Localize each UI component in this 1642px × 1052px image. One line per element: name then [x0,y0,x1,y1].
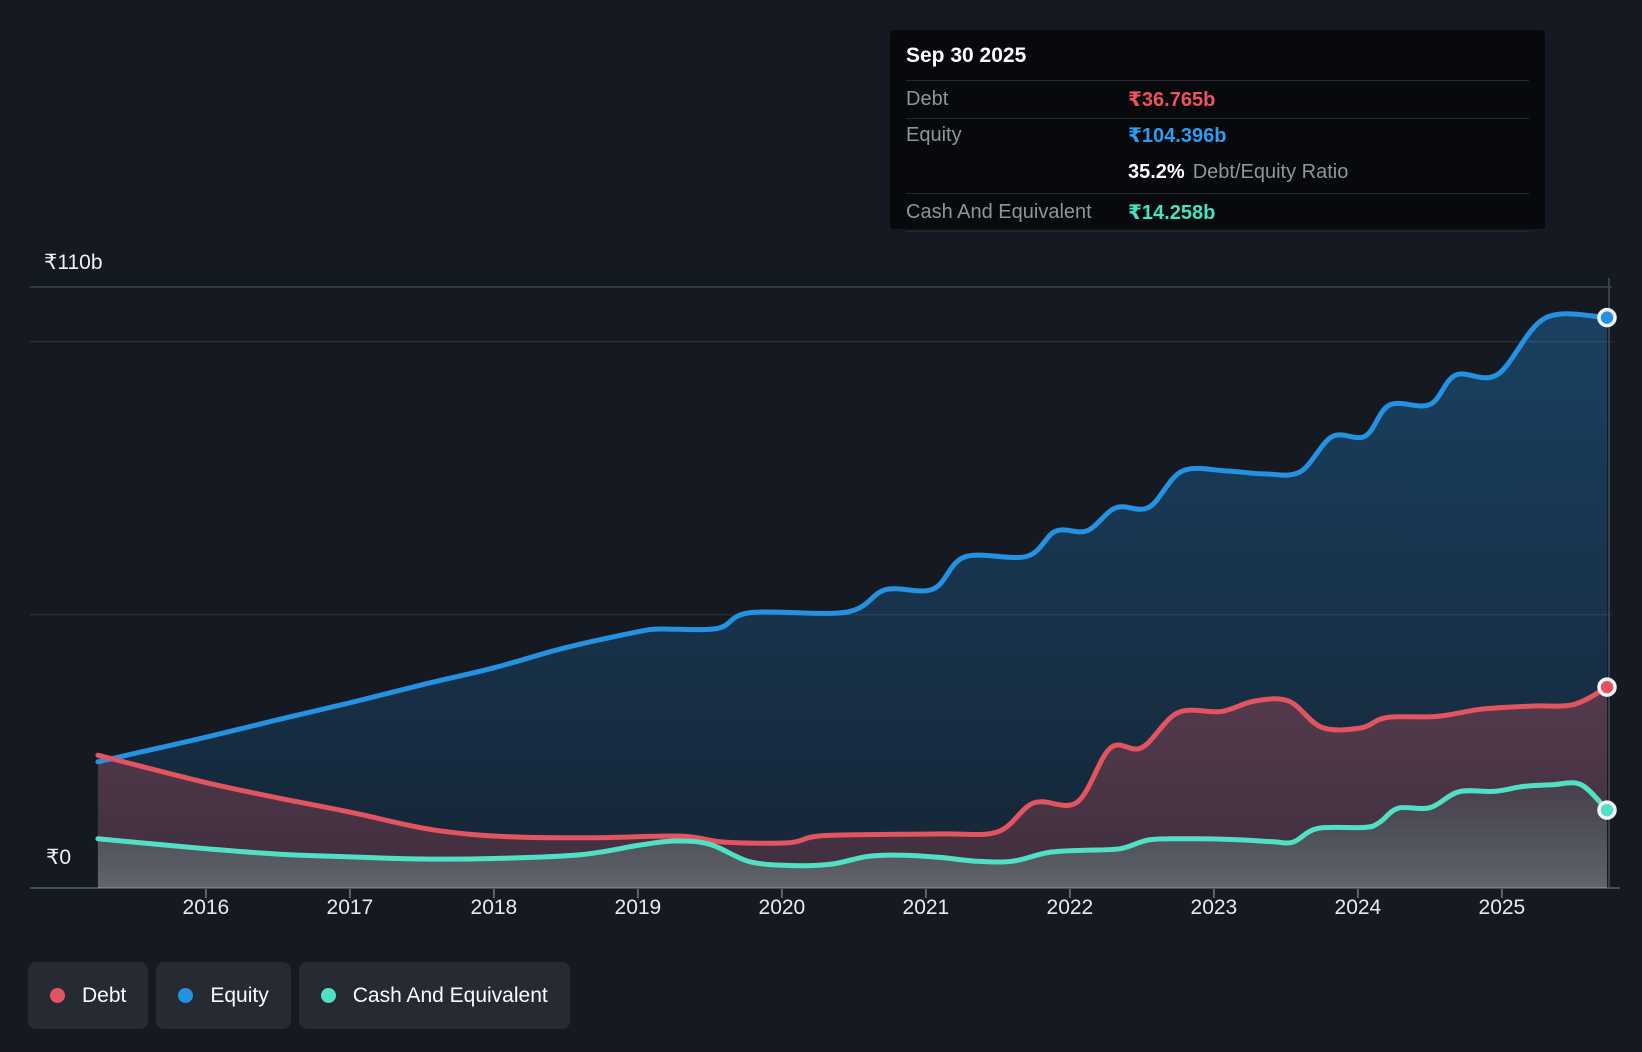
x-axis-label-2018: 2018 [470,896,518,919]
legend-item-equity[interactable]: Equity [156,962,291,1029]
tooltip-row-ratio: 35.2% Debt/Equity Ratio [906,152,1529,194]
tooltip-row-equity: Equity ₹104.396b [906,119,1529,152]
tooltip-cash-label: Cash And Equivalent [906,201,1092,223]
x-axis-label-2020: 2020 [758,896,806,919]
cash-and-equivalent-dot-icon [320,988,336,1003]
tooltip-row-cash: Cash And Equivalent ₹14.258b [906,194,1529,232]
line-cash-and-equivalent [95,780,1610,869]
legend-item-debt[interactable]: Debt [28,962,149,1029]
y-axis-zero-label: ₹0 [46,846,72,869]
legend: Debt Equity Cash And Equivalent [28,962,570,1029]
tooltip-date: Sep 30 2025 [906,30,1529,81]
tooltip-debt-label: Debt [906,88,949,110]
tooltip-ratio-value: 35.2% [1128,161,1185,183]
area-cash-and-equivalent [97,782,1607,888]
x-axis-label-2019: 2019 [614,896,662,919]
x-axis-label-2016: 2016 [182,896,230,919]
legend-label: Equity [210,983,269,1007]
y-axis-max-label: ₹110b [44,251,103,274]
debt-dot-icon [50,988,65,1003]
equity-dot-icon [178,988,194,1003]
line-debt [95,684,1610,846]
tooltip-row-debt: Debt ₹36.765b [906,81,1529,119]
x-axis-label-2017: 2017 [326,896,374,919]
marker-equity [1597,307,1617,328]
marker-debt [1597,677,1617,697]
tooltip-equity-label: Equity [906,124,962,146]
x-axis-label-2025: 2025 [1478,896,1526,919]
x-axis-label-2022: 2022 [1046,896,1094,919]
tooltip-cash-value: ₹14.258b [1128,202,1216,224]
legend-label: Cash And Equivalent [352,983,548,1007]
x-axis-label-2024: 2024 [1334,896,1382,919]
chart-tooltip: Sep 30 2025 Debt ₹36.765b Equity ₹104.39… [890,30,1545,232]
legend-label: Debt [82,983,127,1007]
tooltip-ratio-label: Debt/Equity Ratio [1192,161,1349,183]
tooltip-debt-value: ₹36.765b [1128,89,1216,111]
line-equity [95,311,1610,765]
x-axis-label-2023: 2023 [1190,896,1238,919]
x-axis-label-2021: 2021 [902,896,950,919]
tooltip-equity-value: ₹104.396b [1128,125,1227,147]
legend-item-cash-and-equivalent[interactable]: Cash And Equivalent [298,962,570,1029]
marker-cash-and-equivalent [1597,800,1617,820]
